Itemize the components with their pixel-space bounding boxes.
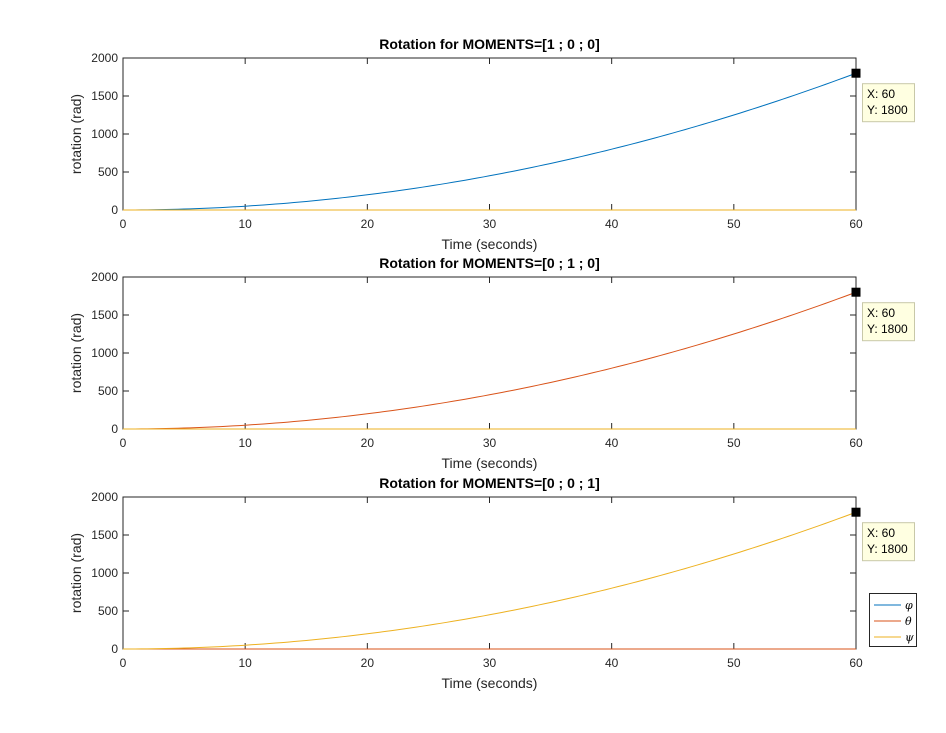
datatip-marker[interactable] [851, 507, 861, 517]
y-tick-label: 1500 [91, 89, 118, 103]
plot-area [122, 57, 857, 211]
chart-title: Rotation for MOMENTS=[0 ; 0 ; 1] [379, 475, 600, 491]
y-axis-label: rotation (rad) [68, 94, 84, 174]
datatip-y-text: Y: 1800 [867, 542, 908, 556]
datatip-box[interactable] [862, 302, 915, 342]
y-axis-label: rotation (rad) [68, 533, 84, 613]
chart-1: 0 10 20 30 40 50 60 0 500 1000 1500 2000 Rotation fo… [68, 36, 915, 252]
x-tick-label: 60 [849, 436, 863, 450]
x-axis-label: Time (seconds) [442, 236, 538, 252]
x-tick-label: 50 [727, 436, 741, 450]
datatip-x-text: X: 60 [867, 87, 895, 101]
x-tick-label: 10 [238, 436, 252, 450]
legend-entry-1: φ [905, 599, 913, 612]
y-tick-label: 0 [111, 422, 118, 436]
y-tick-label: 1500 [91, 528, 118, 542]
datatip-y-text: Y: 1800 [867, 103, 908, 117]
x-tick-label: 0 [120, 217, 127, 231]
datatip-y-text: Y: 1800 [867, 322, 908, 336]
x-tick-label: 20 [361, 217, 375, 231]
x-tick-label: 30 [483, 436, 497, 450]
x-tick-label: 20 [361, 436, 375, 450]
series-line-3 [122, 511, 857, 650]
legend-box[interactable] [869, 593, 917, 647]
chart-2: 0 10 20 30 40 50 60 0 500 1000 1500 2000 Rotation fo… [68, 255, 915, 471]
y-tick-label: 2000 [91, 490, 118, 504]
x-tick-label: 40 [605, 217, 619, 231]
x-tick-label: 50 [727, 217, 741, 231]
datatip-x-text: X: 60 [867, 306, 895, 320]
y-tick-label: 0 [111, 203, 118, 217]
x-tick-label: 10 [238, 217, 252, 231]
series-line-2 [122, 291, 857, 430]
chart-title: Rotation for MOMENTS=[1 ; 0 ; 0] [379, 36, 600, 52]
y-tick-label: 1000 [91, 346, 118, 360]
y-axis-label: rotation (rad) [68, 313, 84, 393]
x-tick-label: 20 [361, 656, 375, 670]
x-axis-label: Time (seconds) [442, 675, 538, 691]
datatip-box[interactable] [862, 522, 915, 562]
y-tick-label: 1000 [91, 566, 118, 580]
datatip-box[interactable] [862, 83, 915, 123]
x-tick-label: 0 [120, 656, 127, 670]
y-tick-label: 500 [98, 604, 118, 618]
plot-area [122, 496, 857, 650]
y-tick-label: 0 [111, 642, 118, 656]
x-tick-label: 40 [605, 656, 619, 670]
y-tick-label: 1000 [91, 127, 118, 141]
chart-3: 0 10 20 30 40 50 60 0 500 1000 1500 2000 Rotation fo… [68, 475, 917, 691]
y-tick-label: 2000 [91, 270, 118, 284]
y-tick-label: 500 [98, 165, 118, 179]
x-tick-label: 0 [120, 436, 127, 450]
chart-title: Rotation for MOMENTS=[0 ; 1 ; 0] [379, 255, 600, 271]
x-tick-label: 30 [483, 656, 497, 670]
datatip-marker[interactable] [851, 68, 861, 78]
plot-area [122, 276, 857, 430]
series-line-1 [122, 72, 857, 211]
x-tick-label: 10 [238, 656, 252, 670]
datatip-marker[interactable] [851, 287, 861, 297]
y-tick-label: 500 [98, 384, 118, 398]
x-tick-label: 60 [849, 217, 863, 231]
x-tick-label: 50 [727, 656, 741, 670]
legend-entry-2: θ [905, 615, 912, 628]
x-tick-label: 30 [483, 217, 497, 231]
y-tick-label: 2000 [91, 51, 118, 65]
x-tick-label: 40 [605, 436, 619, 450]
datatip-x-text: X: 60 [867, 526, 895, 540]
y-tick-label: 1500 [91, 308, 118, 322]
legend[interactable]: φθψ [869, 593, 917, 647]
x-axis-label: Time (seconds) [442, 455, 538, 471]
legend-entry-3: ψ [905, 631, 914, 644]
x-tick-label: 60 [849, 656, 863, 670]
